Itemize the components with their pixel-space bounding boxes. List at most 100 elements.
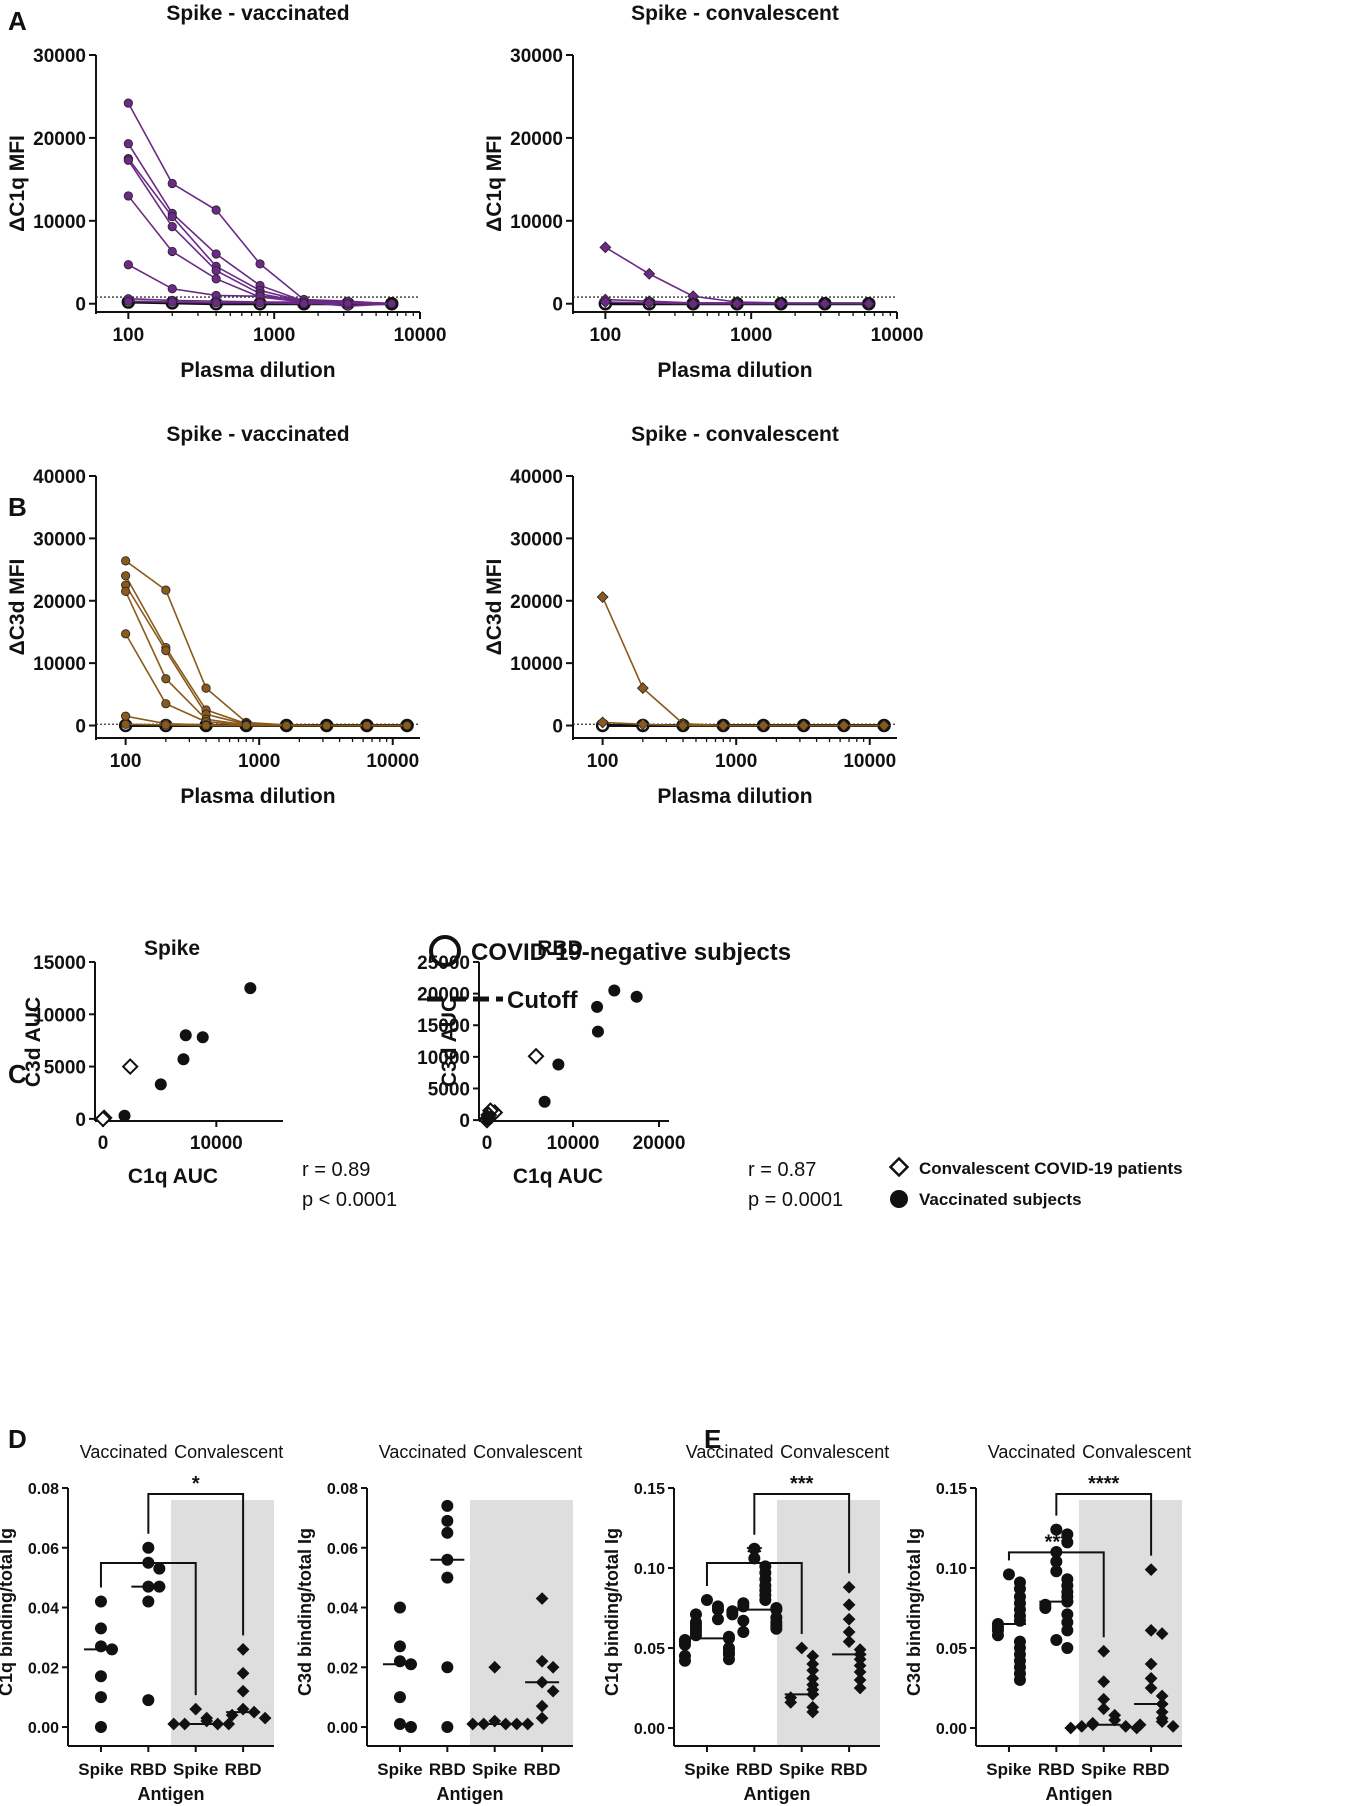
y-axis-label: C3d binding/total Ig <box>295 1528 315 1696</box>
y-axis-label: ΔC1q MFI <box>483 135 506 232</box>
series-point <box>161 720 171 730</box>
y-tick-label: 0 <box>552 295 563 316</box>
series-point <box>402 720 412 731</box>
group-label-vaccinated: Vaccinated <box>988 1442 1076 1462</box>
series-point <box>687 290 700 303</box>
significance-label: *** <box>1045 1531 1069 1553</box>
significance-bracket <box>1007 1551 1105 1638</box>
series-point <box>255 298 265 308</box>
x-tick-label: Spike <box>472 1760 517 1779</box>
convalescent-point <box>1144 1624 1158 1637</box>
series-point <box>123 139 133 149</box>
vaccinated-point <box>441 1499 454 1512</box>
vaccinated-point <box>1050 1565 1063 1578</box>
series-line <box>604 246 869 305</box>
y-tick-label: 30000 <box>33 529 86 550</box>
y-tick-label: 10000 <box>33 1005 86 1026</box>
x-tick-label: RBD <box>225 1760 262 1779</box>
x-tick-label: 10000 <box>547 1133 600 1154</box>
vaccinated-point <box>196 1031 209 1044</box>
series-point <box>121 556 131 566</box>
series-point <box>161 699 171 709</box>
x-tick-label: Spike <box>78 1760 123 1779</box>
vaccinated-point <box>118 1109 131 1122</box>
series-point <box>211 205 221 215</box>
vaccinated-point <box>94 1670 107 1683</box>
x-tick-label: RBD <box>736 1760 773 1779</box>
group-label-vaccinated: Vaccinated <box>379 1442 467 1462</box>
series-line <box>601 596 885 727</box>
y-tick-label: 10000 <box>33 654 86 675</box>
chart-title: Spike - convalescent <box>631 2 839 25</box>
x-tick-label: RBD <box>831 1760 868 1779</box>
chart-title: RBD <box>537 937 583 960</box>
vaccinated-point <box>153 1562 166 1575</box>
x-axis-label: C1q AUC <box>513 1165 603 1188</box>
convalescent-point <box>1133 1718 1147 1732</box>
vaccinated-point <box>441 1514 454 1527</box>
y-tick-label: 0.15 <box>936 1481 967 1498</box>
series-point <box>211 249 221 259</box>
series-point <box>596 591 609 603</box>
series-point <box>818 297 831 310</box>
chart-b2-spike-convalescent-c3d: Spike - convalescent 0 10000 20000 30000 4000… <box>483 423 897 808</box>
convalescent-point <box>121 1058 139 1076</box>
y-tick-label: 0.02 <box>327 1660 358 1677</box>
legend-negative-circle-icon <box>429 935 461 967</box>
series-point <box>161 585 171 595</box>
series-point <box>717 719 730 732</box>
vaccinated-point <box>481 1113 494 1126</box>
series-point <box>201 683 211 693</box>
series-point <box>121 571 131 581</box>
x-tick-label: 1000 <box>730 325 772 346</box>
vaccinated-point <box>94 1691 107 1704</box>
vaccinated-point <box>142 1694 155 1707</box>
y-tick-label: 0.05 <box>634 1641 665 1658</box>
x-axis-label: Antigen <box>744 1784 811 1804</box>
vaccinated-point <box>393 1655 406 1668</box>
group-label-convalescent: Convalescent <box>780 1442 889 1462</box>
panel-letter-d: D <box>8 1424 27 1454</box>
chart-title: Spike - vaccinated <box>166 2 349 25</box>
vaccinated-point <box>538 1095 551 1108</box>
y-tick-label: 10000 <box>417 1048 470 1069</box>
convalescent-point <box>1155 1715 1169 1728</box>
y-tick-label: 20000 <box>33 129 86 150</box>
y-tick-label: 0 <box>75 717 86 738</box>
x-tick-label: 0 <box>98 1133 109 1154</box>
y-tick-label: 0.06 <box>28 1541 59 1558</box>
convalescent-point <box>1119 1720 1133 1733</box>
vaccinated-point <box>726 1608 739 1621</box>
x-tick-label: 1000 <box>253 325 295 346</box>
x-tick-label: 1000 <box>238 751 280 772</box>
significance-label: *** <box>790 1473 814 1495</box>
y-axis-label: ΔC1q MFI <box>6 135 29 232</box>
y-tick-label: 0.02 <box>28 1660 59 1677</box>
x-tick-label: Spike <box>173 1760 218 1779</box>
series-point <box>167 246 177 257</box>
significance-label: * <box>144 1542 152 1564</box>
vaccinated-point <box>991 1629 1004 1642</box>
y-tick-label: 0 <box>552 717 563 738</box>
series-point <box>121 629 131 639</box>
vaccinated-point <box>678 1654 691 1667</box>
correlation-p: p < 0.0001 <box>302 1189 397 1211</box>
legend-ab: COVID-19-negative subjects Cutoff <box>427 935 791 1014</box>
vaccinated-point <box>94 1622 107 1635</box>
vaccinated-point <box>737 1614 750 1627</box>
x-tick-label: 10000 <box>394 325 447 346</box>
x-tick-label: 20000 <box>633 1133 686 1154</box>
vaccinated-point <box>1050 1523 1063 1536</box>
vaccinated-point <box>441 1721 454 1734</box>
vaccinated-point <box>1050 1555 1063 1568</box>
series-point <box>677 719 689 732</box>
convalescent-shaded-region <box>777 1500 880 1746</box>
convalescent-point <box>1144 1657 1158 1671</box>
chart-e2-c3d-binding: Vaccinated Convalescent 0.00 0.05 0.10 0.15 Sp… <box>904 1442 1191 1804</box>
x-tick-label: 10000 <box>871 325 924 346</box>
group-label-convalescent: Convalescent <box>174 1442 283 1462</box>
vaccinated-point <box>722 1632 735 1645</box>
x-tick-label: RBD <box>1133 1760 1170 1779</box>
vaccinated-point <box>1039 1602 1052 1614</box>
x-tick-label: 10000 <box>843 751 896 772</box>
